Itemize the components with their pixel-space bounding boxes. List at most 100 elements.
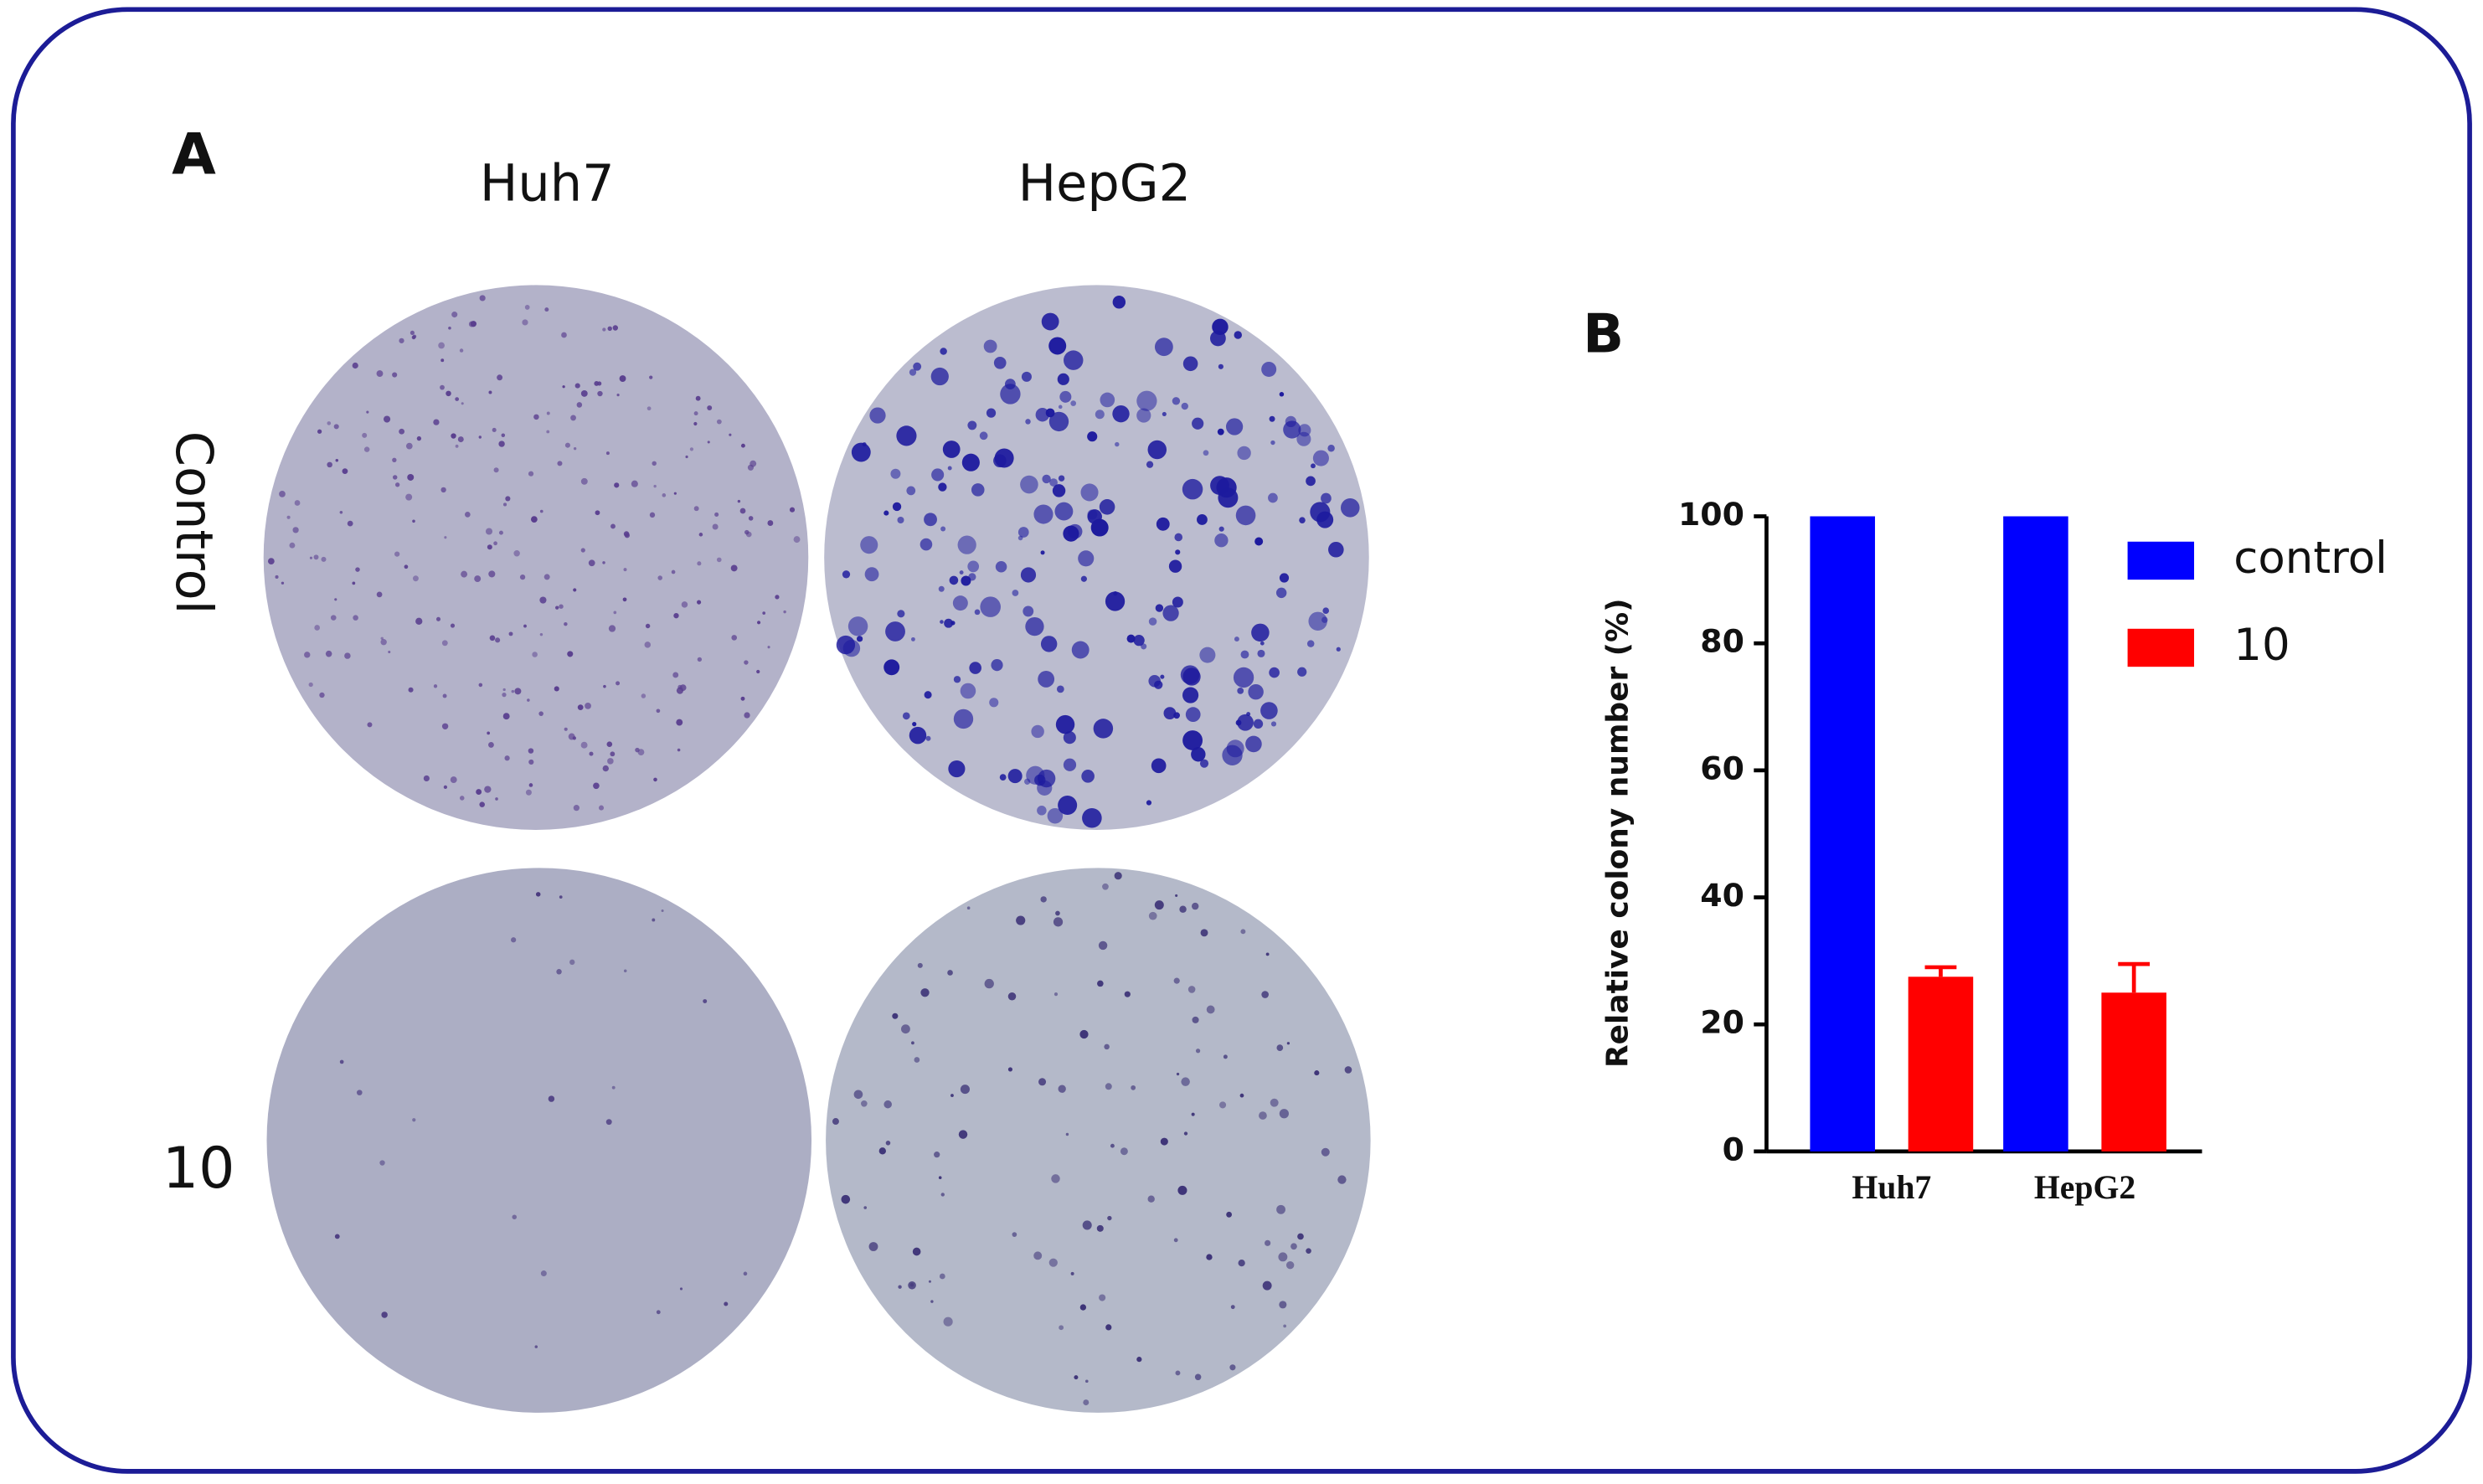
colony: [716, 557, 722, 563]
colony: [1240, 929, 1246, 935]
colony: [989, 698, 999, 708]
colony: [1038, 1078, 1047, 1086]
colony: [775, 595, 780, 600]
colony: [969, 662, 981, 674]
colony: [1033, 504, 1053, 524]
colony: [1147, 1195, 1155, 1203]
colony: [611, 1085, 616, 1090]
colony: [1321, 1147, 1330, 1157]
colony: [1260, 641, 1265, 646]
colony: [530, 516, 538, 523]
colony: [1079, 1029, 1089, 1039]
colony: [504, 755, 510, 761]
colony: [912, 722, 917, 727]
colony: [1051, 1174, 1060, 1183]
colony: [412, 1118, 416, 1122]
colony: [484, 786, 492, 793]
colony: [412, 519, 415, 523]
colony: [1218, 363, 1223, 369]
y-tick-label: 60: [1700, 750, 1744, 786]
colony: [528, 759, 534, 765]
colony: [528, 783, 533, 787]
colony: [1259, 1111, 1267, 1120]
colony: [279, 491, 286, 497]
colony: [412, 575, 419, 582]
colony: [861, 1100, 868, 1107]
colony: [960, 1085, 970, 1095]
colony: [1237, 688, 1244, 694]
colony: [573, 805, 580, 812]
colony: [1235, 505, 1256, 526]
colony: [485, 528, 493, 535]
colony: [487, 544, 492, 550]
colony: [1080, 483, 1099, 502]
colony: [1229, 1364, 1236, 1371]
colony: [783, 610, 786, 614]
colony: [392, 457, 397, 462]
colony: [1058, 404, 1063, 410]
colony: [1321, 492, 1332, 504]
colony: [707, 405, 713, 410]
dish: [266, 868, 812, 1413]
colony: [1269, 415, 1275, 422]
colony: [607, 326, 612, 332]
x-tick-label: HepG2: [2034, 1169, 2135, 1206]
colony: [673, 613, 679, 619]
colony: [543, 574, 550, 580]
colony: [1177, 1185, 1187, 1195]
colony: [1079, 1304, 1087, 1311]
colony: [1156, 517, 1170, 531]
colony: [441, 723, 449, 729]
colony: [352, 362, 358, 369]
colony: [1308, 611, 1327, 631]
colony: [1098, 940, 1108, 951]
colony: [1037, 769, 1056, 788]
colony: [892, 1013, 899, 1019]
colony: [673, 492, 677, 495]
colony: [610, 751, 616, 757]
colony: [362, 432, 368, 438]
colony: [959, 570, 964, 575]
y-tick-label: 0: [1723, 1131, 1744, 1167]
colony: [1276, 1044, 1284, 1051]
colony: [1033, 1251, 1043, 1260]
colony: [925, 735, 931, 741]
colony: [653, 484, 657, 488]
colony: [909, 368, 917, 376]
colony: [1112, 296, 1126, 309]
colony: [292, 527, 299, 533]
colony: [1340, 498, 1360, 518]
colony: [885, 621, 905, 642]
colony: [1112, 404, 1130, 423]
colony: [1306, 476, 1316, 487]
colony: [958, 1130, 968, 1139]
colony: [525, 789, 532, 796]
colony: [1251, 623, 1270, 642]
colony: [748, 516, 754, 521]
colony: [1276, 1204, 1285, 1214]
colony: [750, 460, 757, 467]
colony: [995, 560, 1007, 573]
colony: [353, 615, 358, 621]
colony: [1053, 992, 1059, 997]
colony: [1063, 731, 1076, 745]
colony: [1185, 707, 1201, 723]
colony: [883, 659, 900, 676]
colony: [1257, 649, 1265, 657]
colony: [1071, 641, 1090, 659]
colony: [1095, 410, 1105, 420]
colony: [1087, 431, 1098, 442]
colony: [577, 704, 584, 710]
colony: [1162, 411, 1167, 416]
colony: [1240, 650, 1249, 659]
colony: [539, 632, 543, 636]
colony: [1172, 596, 1183, 608]
colony: [917, 962, 923, 968]
colony: [1173, 1238, 1178, 1243]
colony: [451, 433, 456, 439]
colony: [679, 684, 687, 692]
colony: [1154, 900, 1164, 910]
colony: [1299, 517, 1306, 523]
colony: [533, 414, 539, 420]
colony: [1265, 952, 1270, 956]
